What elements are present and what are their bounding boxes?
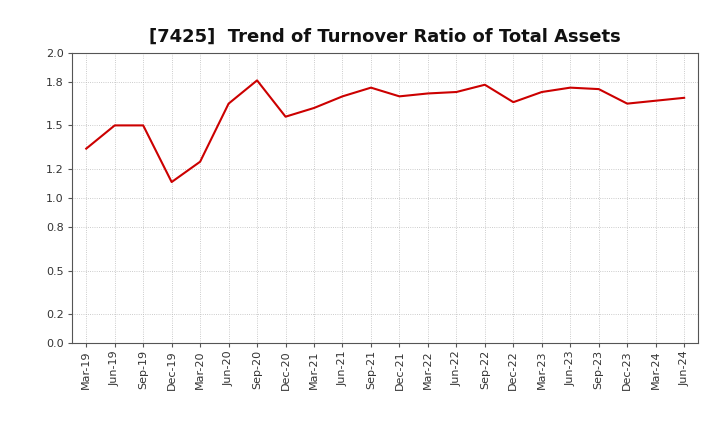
- Title: [7425]  Trend of Turnover Ratio of Total Assets: [7425] Trend of Turnover Ratio of Total …: [149, 28, 621, 46]
